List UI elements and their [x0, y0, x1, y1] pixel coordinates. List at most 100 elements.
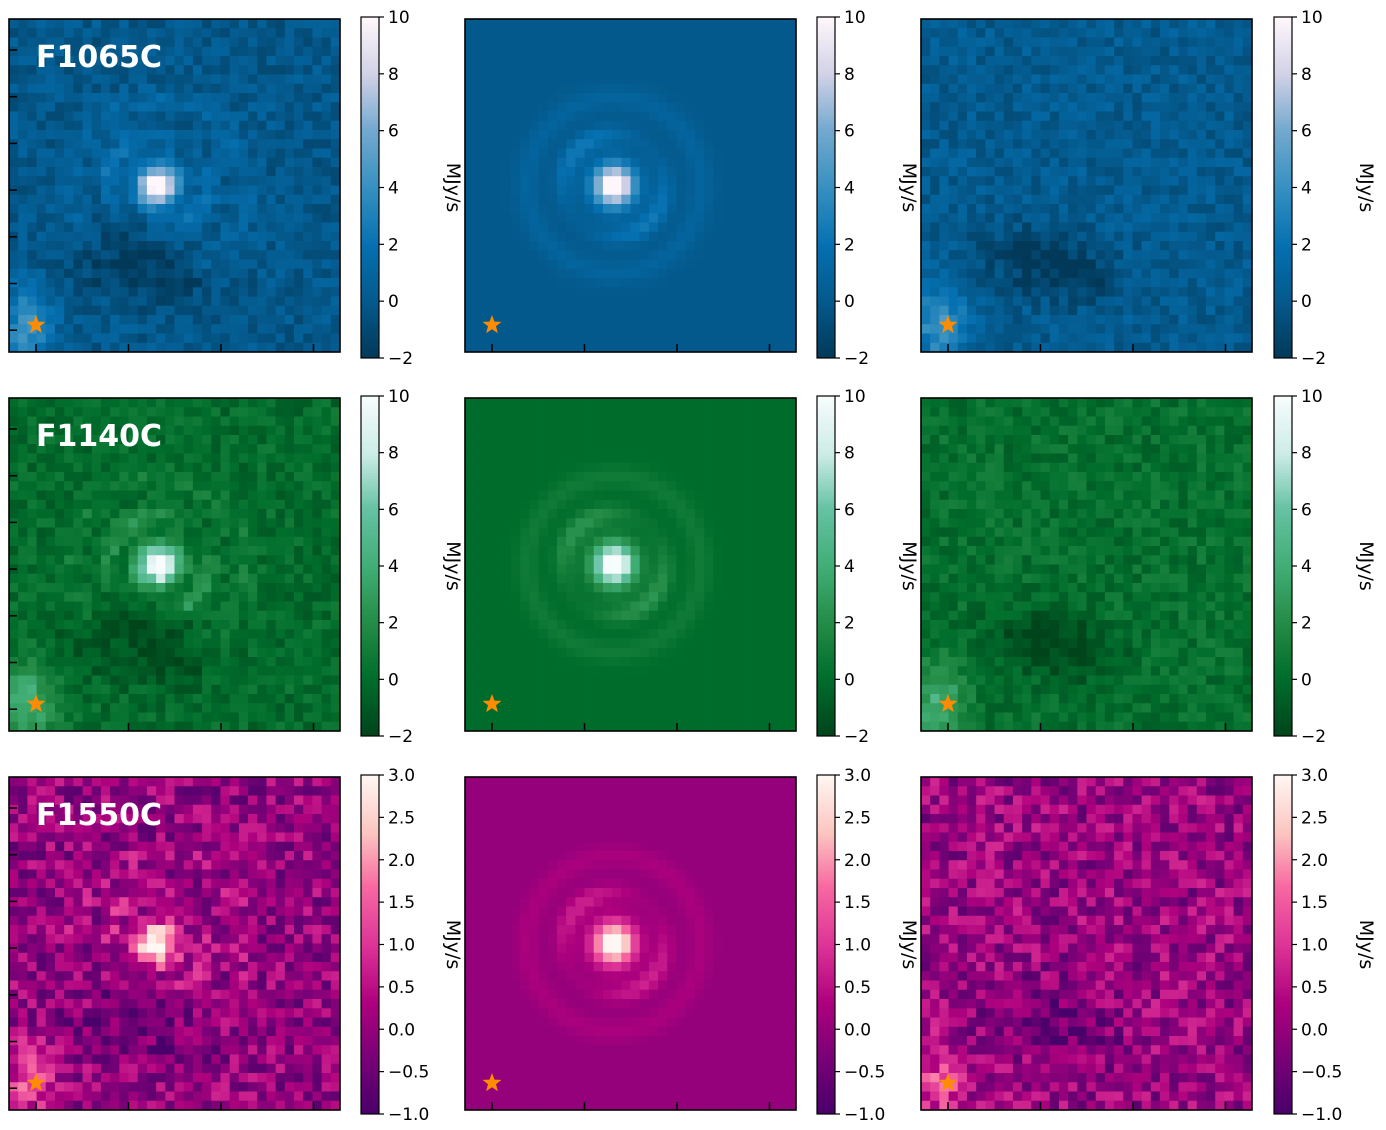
colorbar-segment — [361, 281, 379, 285]
heatmap-cell — [492, 65, 503, 75]
colorbar-segment — [817, 201, 835, 206]
colorbar-segment — [1274, 153, 1292, 157]
heatmap-cell — [165, 425, 175, 436]
heatmap-cell — [192, 222, 203, 233]
heatmap-cell — [957, 56, 968, 66]
heatmap-cell — [1242, 231, 1253, 242]
heatmap-cell — [73, 93, 83, 103]
heatmap-cell — [119, 425, 129, 436]
heatmap-cell — [483, 268, 493, 279]
heatmap-cell — [192, 333, 203, 344]
heatmap-cell — [1095, 268, 1106, 279]
heatmap-cell — [128, 490, 139, 501]
heatmap-cell — [27, 546, 37, 556]
heatmap-cell — [501, 130, 512, 140]
heatmap-cell — [294, 444, 304, 454]
heatmap-cell — [1160, 167, 1170, 177]
heatmap-cell — [18, 176, 28, 186]
heatmap-cell — [303, 130, 313, 140]
heatmap-cell — [492, 324, 503, 334]
heatmap-cell — [257, 28, 267, 38]
heatmap-cell — [128, 148, 139, 159]
heatmap-cell — [713, 231, 723, 242]
heatmap-cell — [238, 287, 249, 297]
heatmap-cell — [648, 333, 659, 344]
heatmap-cell — [1187, 222, 1198, 233]
heatmap-cell — [1077, 46, 1087, 57]
heatmap-cell — [538, 83, 549, 94]
heatmap-cell — [238, 546, 249, 556]
heatmap-cell — [492, 157, 503, 168]
heatmap-cell — [1114, 74, 1124, 85]
heatmap-cell — [146, 111, 157, 122]
heatmap-cell — [266, 213, 277, 223]
heatmap-cell — [768, 296, 779, 307]
heatmap-cell — [91, 28, 102, 38]
heatmap-cell — [45, 204, 56, 214]
panel-frame — [920, 18, 1253, 353]
heatmap-cell — [110, 462, 120, 473]
heatmap-cell — [1206, 19, 1216, 29]
heatmap-cell — [639, 278, 650, 288]
heatmap-cell — [1086, 148, 1097, 159]
heatmap-cell — [36, 518, 47, 528]
heatmap-cell — [510, 139, 521, 149]
heatmap-cell — [1150, 324, 1161, 334]
heatmap-cell — [156, 157, 166, 168]
heatmap-cell — [786, 194, 797, 205]
heatmap-cell — [939, 185, 949, 196]
heatmap-cell — [73, 176, 83, 186]
heatmap-cell — [930, 278, 940, 288]
heatmap-cell — [759, 213, 769, 223]
heatmap-cell — [768, 139, 779, 149]
heatmap-cell — [1114, 102, 1124, 112]
heatmap-cell — [1104, 305, 1115, 316]
heatmap-cell — [45, 407, 56, 417]
colorbar-tick-label: 0 — [388, 292, 399, 312]
heatmap-cell — [1141, 324, 1152, 334]
heatmap-cell — [1086, 130, 1097, 140]
heatmap-cell — [685, 194, 696, 205]
heatmap-cell — [1224, 268, 1235, 279]
heatmap-cell — [750, 315, 760, 325]
heatmap-cell — [759, 176, 769, 186]
heatmap-cell — [1031, 222, 1041, 233]
colorbar-tick-label: 0 — [1301, 292, 1312, 312]
heatmap-cell — [768, 167, 779, 177]
heatmap-cell — [119, 204, 129, 214]
heatmap-cell — [45, 305, 56, 316]
heatmap-cell — [1206, 74, 1216, 85]
heatmap-cell — [303, 157, 313, 168]
heatmap-cell — [248, 499, 258, 510]
heatmap-cell — [146, 185, 157, 196]
heatmap-cell — [658, 130, 668, 140]
heatmap-cell — [64, 425, 74, 436]
heatmap-cell — [36, 481, 47, 491]
heatmap-cell — [630, 333, 641, 344]
heatmap-cell — [321, 185, 332, 196]
heatmap-cell — [36, 19, 47, 29]
heatmap-cell — [110, 527, 120, 538]
heatmap-cell — [119, 490, 129, 501]
heatmap-cell — [994, 157, 1005, 168]
heatmap-cell — [1178, 176, 1189, 186]
heatmap-cell — [36, 231, 47, 242]
heatmap-cell — [137, 472, 148, 482]
heatmap-cell — [1049, 46, 1060, 57]
heatmap-cell — [294, 102, 304, 112]
colorbar-segment — [817, 213, 835, 217]
heatmap-cell — [18, 250, 28, 260]
heatmap-cell — [229, 37, 240, 48]
colorbar-segment — [361, 338, 379, 342]
heatmap-cell — [294, 83, 304, 94]
heatmap-cell — [994, 259, 1005, 270]
heatmap-cell — [183, 130, 194, 140]
heatmap-cell — [248, 481, 258, 491]
heatmap-cell — [593, 296, 604, 307]
heatmap-cell — [275, 407, 286, 417]
heatmap-cell — [538, 342, 549, 353]
heatmap-cell — [1049, 167, 1060, 177]
heatmap-cell — [303, 148, 313, 159]
heatmap-cell — [465, 315, 475, 325]
heatmap-cell — [183, 315, 194, 325]
